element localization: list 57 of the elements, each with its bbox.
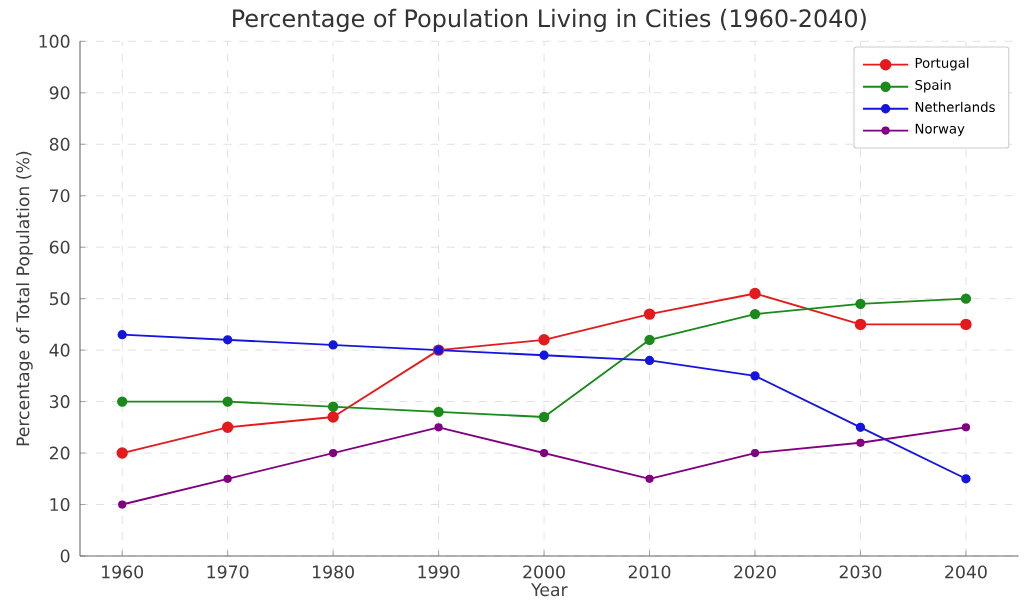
point — [539, 351, 549, 361]
y-tick-label: 40 — [49, 344, 70, 358]
point — [223, 475, 232, 484]
chart-title: Percentage of Population Living in Cities (1960-2040) — [233, 9, 866, 33]
point — [223, 335, 233, 345]
point — [960, 293, 972, 305]
point — [961, 423, 971, 432]
point — [854, 319, 867, 331]
point — [645, 475, 654, 484]
point — [856, 439, 865, 448]
point — [643, 308, 656, 321]
y-tick-label: 70 — [50, 189, 70, 203]
point — [855, 423, 866, 433]
point — [749, 288, 761, 300]
x-axis-title: Year — [531, 583, 568, 597]
point — [855, 299, 866, 310]
y-tick-label: 50 — [49, 292, 70, 306]
x-tick-label: 2020 — [734, 565, 776, 579]
x-tick-label: 2040 — [945, 565, 987, 579]
x-tick-label: 1960 — [102, 565, 143, 579]
y-tick-label: 30 — [49, 395, 70, 409]
y-tick-label: 90 — [49, 86, 70, 100]
point — [328, 340, 338, 351]
y-tick-label: 100 — [39, 35, 70, 49]
point — [644, 335, 655, 346]
point — [117, 396, 128, 408]
point — [221, 422, 234, 434]
point — [329, 449, 338, 458]
point — [433, 407, 444, 418]
point — [750, 371, 760, 381]
point — [750, 449, 760, 458]
point — [327, 411, 339, 424]
y-axis-title: Percentage of Total Population (%) — [16, 152, 33, 446]
y-tick-label: 20 — [49, 447, 70, 461]
point — [434, 423, 443, 432]
x-tick-label: 1980 — [313, 565, 354, 579]
point — [538, 412, 550, 423]
point — [961, 474, 971, 484]
point — [539, 449, 549, 458]
point — [117, 330, 127, 340]
x-tick-label: 1970 — [207, 565, 249, 579]
y-tick-label: 0 — [60, 549, 70, 563]
point — [538, 334, 550, 347]
point — [749, 309, 761, 320]
point — [960, 319, 972, 331]
x-tick-label: 2010 — [628, 565, 671, 579]
point — [118, 500, 127, 510]
x-tick-label: 2030 — [839, 565, 882, 579]
point — [116, 447, 128, 460]
x-tick-label: 2000 — [523, 565, 565, 579]
point — [327, 402, 339, 413]
y-tick-label: 60 — [49, 241, 70, 255]
point — [644, 356, 655, 366]
point — [222, 396, 233, 408]
y-tick-label: 10 — [50, 498, 70, 512]
y-tick-label: 80 — [49, 138, 70, 152]
x-tick-label: 1990 — [418, 565, 460, 579]
